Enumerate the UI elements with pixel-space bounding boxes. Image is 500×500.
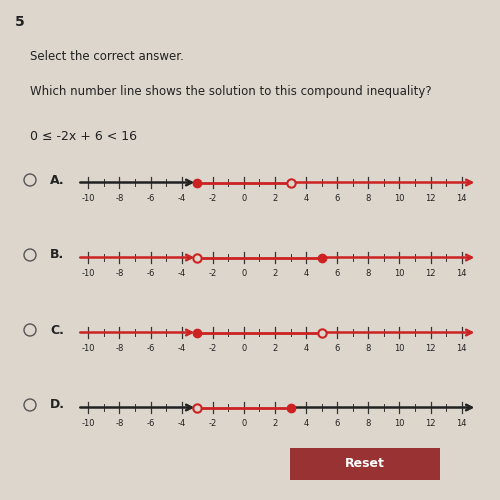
- Text: 6: 6: [334, 269, 340, 278]
- Text: 4: 4: [304, 194, 308, 203]
- Text: B.: B.: [50, 248, 64, 262]
- Text: -10: -10: [82, 419, 95, 428]
- Text: -2: -2: [208, 419, 217, 428]
- Text: -6: -6: [146, 419, 154, 428]
- Text: 6: 6: [334, 344, 340, 353]
- Text: 0: 0: [242, 344, 246, 353]
- Text: 8: 8: [366, 419, 371, 428]
- Text: 12: 12: [426, 269, 436, 278]
- Text: -2: -2: [208, 194, 217, 203]
- Text: 4: 4: [304, 344, 308, 353]
- Text: 0: 0: [242, 194, 246, 203]
- Text: 4: 4: [304, 269, 308, 278]
- Text: 10: 10: [394, 194, 404, 203]
- Text: 14: 14: [456, 419, 467, 428]
- Text: -2: -2: [208, 344, 217, 353]
- Text: 4: 4: [304, 419, 308, 428]
- FancyBboxPatch shape: [278, 445, 452, 482]
- Text: -10: -10: [82, 194, 95, 203]
- Text: 8: 8: [366, 194, 371, 203]
- Text: 12: 12: [426, 419, 436, 428]
- Text: 0: 0: [242, 419, 246, 428]
- Text: Select the correct answer.: Select the correct answer.: [30, 50, 184, 63]
- Text: -6: -6: [146, 344, 154, 353]
- Text: 2: 2: [272, 419, 278, 428]
- Text: Reset: Reset: [345, 457, 385, 470]
- Text: 12: 12: [426, 194, 436, 203]
- Text: 14: 14: [456, 269, 467, 278]
- Text: 6: 6: [334, 194, 340, 203]
- Text: -6: -6: [146, 269, 154, 278]
- Text: -4: -4: [178, 194, 186, 203]
- Text: C.: C.: [50, 324, 64, 336]
- Text: A.: A.: [50, 174, 64, 186]
- Text: -2: -2: [208, 269, 217, 278]
- Text: 8: 8: [366, 269, 371, 278]
- Text: -4: -4: [178, 344, 186, 353]
- Text: -4: -4: [178, 269, 186, 278]
- Text: D.: D.: [50, 398, 65, 411]
- Text: -4: -4: [178, 419, 186, 428]
- Text: 10: 10: [394, 344, 404, 353]
- Text: 0 ≤ -2x + 6 < 16: 0 ≤ -2x + 6 < 16: [30, 130, 137, 143]
- Text: 14: 14: [456, 194, 467, 203]
- Text: -8: -8: [116, 419, 124, 428]
- Text: 2: 2: [272, 269, 278, 278]
- Text: 10: 10: [394, 419, 404, 428]
- Text: 2: 2: [272, 194, 278, 203]
- Text: -6: -6: [146, 194, 154, 203]
- Text: 5: 5: [15, 15, 25, 29]
- Text: 8: 8: [366, 344, 371, 353]
- Text: -8: -8: [116, 344, 124, 353]
- Text: -10: -10: [82, 269, 95, 278]
- Text: 14: 14: [456, 344, 467, 353]
- Text: -10: -10: [82, 344, 95, 353]
- Text: 0: 0: [242, 269, 246, 278]
- Text: 2: 2: [272, 344, 278, 353]
- Text: -8: -8: [116, 194, 124, 203]
- Text: 12: 12: [426, 344, 436, 353]
- Text: 10: 10: [394, 269, 404, 278]
- Text: -8: -8: [116, 269, 124, 278]
- Text: Which number line shows the solution to this compound inequality?: Which number line shows the solution to …: [30, 85, 431, 98]
- Text: 6: 6: [334, 419, 340, 428]
